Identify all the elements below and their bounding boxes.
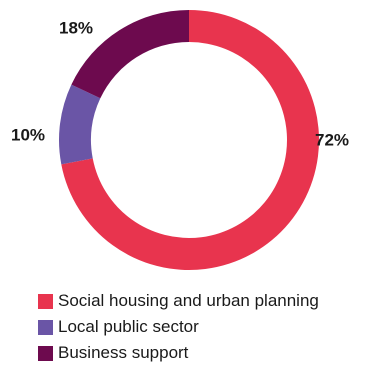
legend-swatch-business-support	[38, 345, 53, 361]
donut-slices	[59, 10, 319, 271]
legend-swatch-social-housing	[38, 293, 53, 309]
chart-legend: Social housing and urban planning Local …	[38, 288, 319, 366]
legend-item-business-support: Business support	[38, 340, 319, 366]
slice-business-support	[71, 10, 189, 99]
slice-label-local-public-sector: 10%	[11, 125, 45, 144]
donut-chart: 72% 10% 18%	[11, 10, 349, 271]
legend-item-social-housing: Social housing and urban planning	[38, 288, 319, 314]
slice-labels: 72% 10% 18%	[11, 18, 349, 149]
slice-label-social-housing: 72%	[315, 130, 349, 149]
legend-label-local-public-sector: Local public sector	[58, 317, 199, 336]
legend-item-local-public-sector: Local public sector	[38, 314, 319, 340]
legend-swatch-local-public-sector	[38, 319, 53, 335]
slice-label-business-support: 18%	[59, 18, 93, 37]
slice-local-public-sector	[59, 84, 101, 165]
legend-label-business-support: Business support	[58, 343, 189, 362]
legend-label-social-housing: Social housing and urban planning	[58, 291, 319, 310]
